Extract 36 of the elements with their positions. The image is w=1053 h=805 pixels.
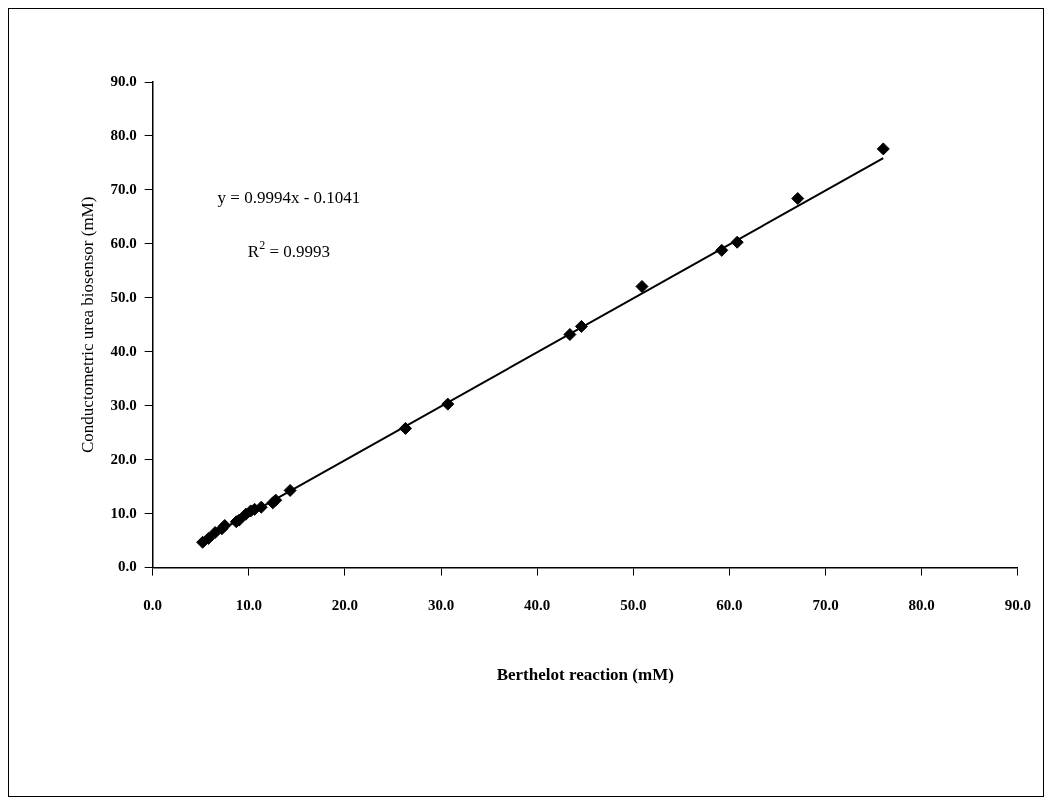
- y-tick-label: 30.0: [110, 396, 137, 413]
- point: [283, 483, 297, 497]
- y-tick-label: 60.0: [110, 234, 137, 251]
- y-tick-label: 50.0: [110, 288, 137, 305]
- x-tick-label: 60.0: [716, 597, 743, 614]
- x-tick-label: 0.0: [143, 597, 163, 614]
- point: [398, 421, 412, 435]
- y-tick-label: 40.0: [110, 342, 137, 359]
- point: [563, 328, 577, 342]
- x-tick-label: 50.0: [620, 597, 647, 614]
- point: [254, 500, 268, 514]
- y-tick-label: 20.0: [110, 450, 137, 467]
- point: [791, 192, 805, 206]
- x-tick-label: 80.0: [908, 597, 935, 614]
- point: [208, 526, 222, 540]
- point: [715, 243, 729, 257]
- y-tick-label: 70.0: [110, 180, 137, 197]
- x-axis-title: Berthelot reaction (mM): [496, 665, 674, 685]
- point: [730, 235, 744, 249]
- point: [201, 531, 215, 545]
- y-tick-label: 80.0: [110, 126, 137, 143]
- x-tick-label: 30.0: [427, 597, 455, 614]
- point: [876, 142, 890, 156]
- y-tick-label: 10.0: [110, 504, 137, 521]
- point: [574, 319, 588, 333]
- y-tick-label: 90.0: [110, 72, 137, 89]
- y-axis-title: Conductometric urea biosensor (mM): [77, 196, 97, 453]
- annotation: y = 0.9994x - 0.1041: [217, 188, 361, 208]
- x-tick-label: 20.0: [331, 597, 359, 614]
- x-tick-label: 40.0: [524, 597, 551, 614]
- x-tick-label: 70.0: [812, 597, 839, 614]
- x-tick-label: 90.0: [1004, 597, 1031, 614]
- point: [441, 397, 455, 411]
- point: [635, 279, 649, 293]
- x-tick-label: 10.0: [235, 597, 262, 614]
- y-tick-label: 0.0: [117, 558, 137, 575]
